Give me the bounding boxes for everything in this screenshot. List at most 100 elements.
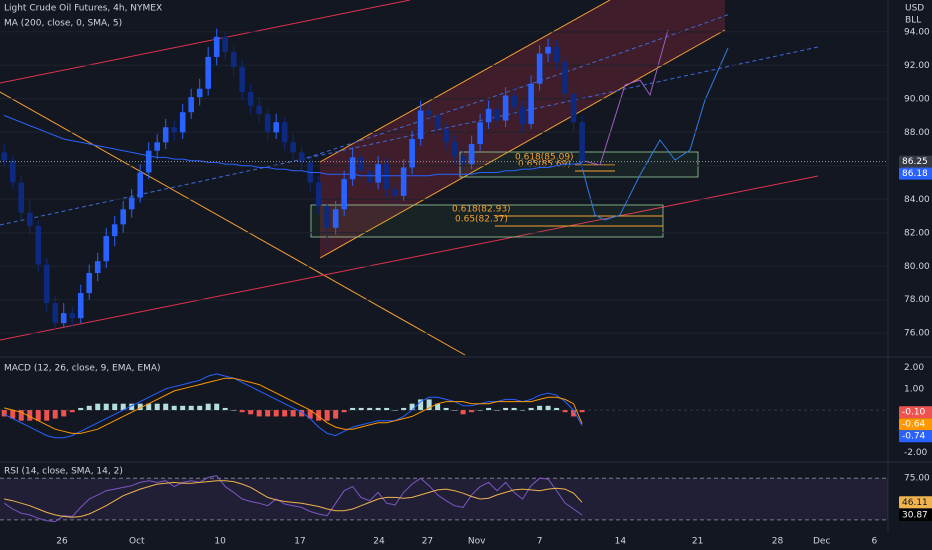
- histogram-bar: [214, 403, 220, 411]
- y-tick-label: 92.00: [904, 61, 930, 71]
- fib-box: [310, 204, 664, 238]
- x-tick-label: 14: [615, 537, 627, 547]
- histogram-bar: [256, 410, 262, 417]
- candle-body: [409, 138, 415, 168]
- candle-body: [145, 150, 152, 173]
- candle-body: [9, 160, 16, 183]
- histogram-bar: [375, 407, 381, 411]
- price-tag-label: 46.11: [902, 498, 928, 508]
- histogram-bar: [120, 403, 126, 411]
- histogram-bar: [52, 410, 58, 419]
- unit: BLL: [905, 16, 921, 26]
- x-tick-label: 26: [56, 537, 68, 547]
- y-tick-label: 76.00: [904, 329, 930, 339]
- histogram-bar: [69, 410, 75, 413]
- candle-body: [426, 110, 432, 116]
- price-tag: [899, 508, 932, 521]
- price-tag-label: -0.64: [902, 420, 926, 430]
- candle-body: [52, 303, 59, 324]
- histogram-bar: [528, 407, 534, 411]
- candle-body: [179, 112, 186, 133]
- x-tick-label: 21: [692, 537, 703, 547]
- candle-body: [562, 61, 568, 94]
- price-tag: [899, 155, 932, 168]
- histogram-bar: [324, 410, 330, 421]
- histogram-bar: [137, 403, 143, 411]
- candle-body: [511, 95, 517, 108]
- histogram-bar: [435, 403, 441, 411]
- histogram-bar: [205, 403, 211, 411]
- candle-body: [477, 122, 483, 145]
- pane-title: MACD (12, 26, close, 9, EMA, EMA): [4, 364, 161, 374]
- histogram-bar: [358, 407, 364, 411]
- candle-body: [137, 172, 144, 198]
- histogram-bar: [10, 410, 16, 419]
- candle-body: [451, 142, 458, 156]
- candle-body: [26, 212, 33, 227]
- y-tick-label: 94.00: [904, 27, 930, 37]
- candle-body: [494, 108, 500, 121]
- histogram-bar: [579, 410, 585, 413]
- price-tag-label: -0.74: [902, 432, 926, 442]
- candle-body: [375, 164, 381, 183]
- candle-body: [298, 152, 305, 163]
- x-tick-label: 27: [422, 537, 433, 547]
- histogram-bar: [401, 407, 407, 411]
- histogram-bar: [418, 399, 424, 411]
- candle-body: [468, 144, 475, 165]
- histogram-bar: [494, 410, 500, 411]
- candle-body: [86, 272, 93, 294]
- candle-body: [103, 236, 110, 262]
- candle-body: [273, 122, 279, 133]
- series-line: [4, 480, 583, 518]
- x-tick-label: 7: [537, 537, 543, 547]
- histogram-bar: [392, 410, 398, 411]
- y-tick-label: -2.00: [904, 448, 928, 458]
- histogram-bar: [188, 405, 194, 411]
- histogram-bar: [520, 410, 526, 411]
- price-tag-label: 86.18: [902, 169, 928, 179]
- candle-body: [485, 108, 492, 123]
- histogram-bar: [44, 410, 50, 421]
- histogram-bar: [146, 403, 152, 411]
- candle-body: [205, 56, 211, 89]
- candle-body: [460, 155, 466, 165]
- x-tick-label: Nov: [468, 537, 486, 547]
- candle-body: [196, 88, 203, 98]
- candle-body: [35, 226, 42, 265]
- candle-body: [417, 110, 424, 139]
- candle-body: [77, 293, 84, 319]
- x-tick-label: 10: [214, 537, 226, 547]
- price-tag: [899, 167, 932, 180]
- candle-body: [528, 83, 534, 124]
- candle-body: [383, 164, 390, 190]
- histogram-bar: [78, 407, 84, 411]
- candle-body: [230, 51, 237, 67]
- dashed-line: [299, 13, 731, 161]
- chart-title: Light Crude Oil Futures, 4h, NYMEX: [4, 4, 162, 14]
- y-tick-label: 1.00: [904, 384, 924, 394]
- candle-body: [264, 113, 271, 133]
- fib-label: 0.65(82.37): [455, 215, 508, 225]
- candle-body: [69, 313, 76, 319]
- candle-body: [222, 36, 228, 52]
- histogram-bar: [511, 407, 517, 411]
- candle-body: [434, 115, 441, 129]
- histogram-bar: [452, 410, 458, 411]
- histogram-bar: [197, 405, 203, 411]
- histogram-bar: [486, 407, 492, 411]
- histogram-bar: [239, 410, 245, 413]
- histogram-bar: [384, 407, 390, 411]
- trend-line: [0, 175, 819, 341]
- histogram-bar: [18, 410, 24, 421]
- x-tick-label: Dec: [813, 537, 830, 547]
- candle-body: [162, 127, 169, 143]
- candle-body: [120, 209, 127, 225]
- candle-body: [349, 157, 356, 180]
- x-tick-label: 24: [373, 537, 385, 547]
- histogram-bar: [27, 410, 33, 421]
- x-tick-label: 6: [872, 537, 878, 547]
- candle-body: [94, 261, 101, 273]
- y-tick-label: 75.00: [904, 474, 930, 484]
